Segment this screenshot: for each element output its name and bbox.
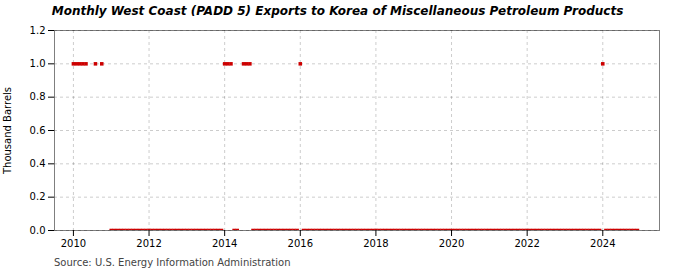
html-text:Source: U.S. Energy Informatio: Source: U.S. Energy Information Administ… bbox=[54, 257, 291, 268]
svg-text:0.8: 0.8 bbox=[30, 91, 46, 102]
html-text:Monthly West Coast (PADD 5) Ex: Monthly West Coast (PADD 5) Exports to K… bbox=[51, 4, 624, 18]
svg-text:2018: 2018 bbox=[363, 238, 388, 249]
svg-text:2020: 2020 bbox=[439, 238, 464, 249]
svg-text:0.0: 0.0 bbox=[30, 225, 46, 236]
svg-text:0.6: 0.6 bbox=[30, 125, 46, 136]
svg-text:2014: 2014 bbox=[212, 238, 237, 249]
svg-text:2016: 2016 bbox=[288, 238, 313, 249]
svg-text:2024: 2024 bbox=[590, 238, 615, 249]
svg-text:1.2: 1.2 bbox=[30, 25, 46, 36]
svg-text:2012: 2012 bbox=[136, 238, 161, 249]
svg-text:2022: 2022 bbox=[514, 238, 539, 249]
svg-text:0.4: 0.4 bbox=[30, 158, 46, 169]
svg-text:1.0: 1.0 bbox=[30, 58, 46, 69]
svg-text:0.2: 0.2 bbox=[30, 191, 46, 202]
svg-text:2010: 2010 bbox=[61, 238, 86, 249]
svg-text:Thousand Barrels: Thousand Barrels bbox=[2, 87, 13, 175]
